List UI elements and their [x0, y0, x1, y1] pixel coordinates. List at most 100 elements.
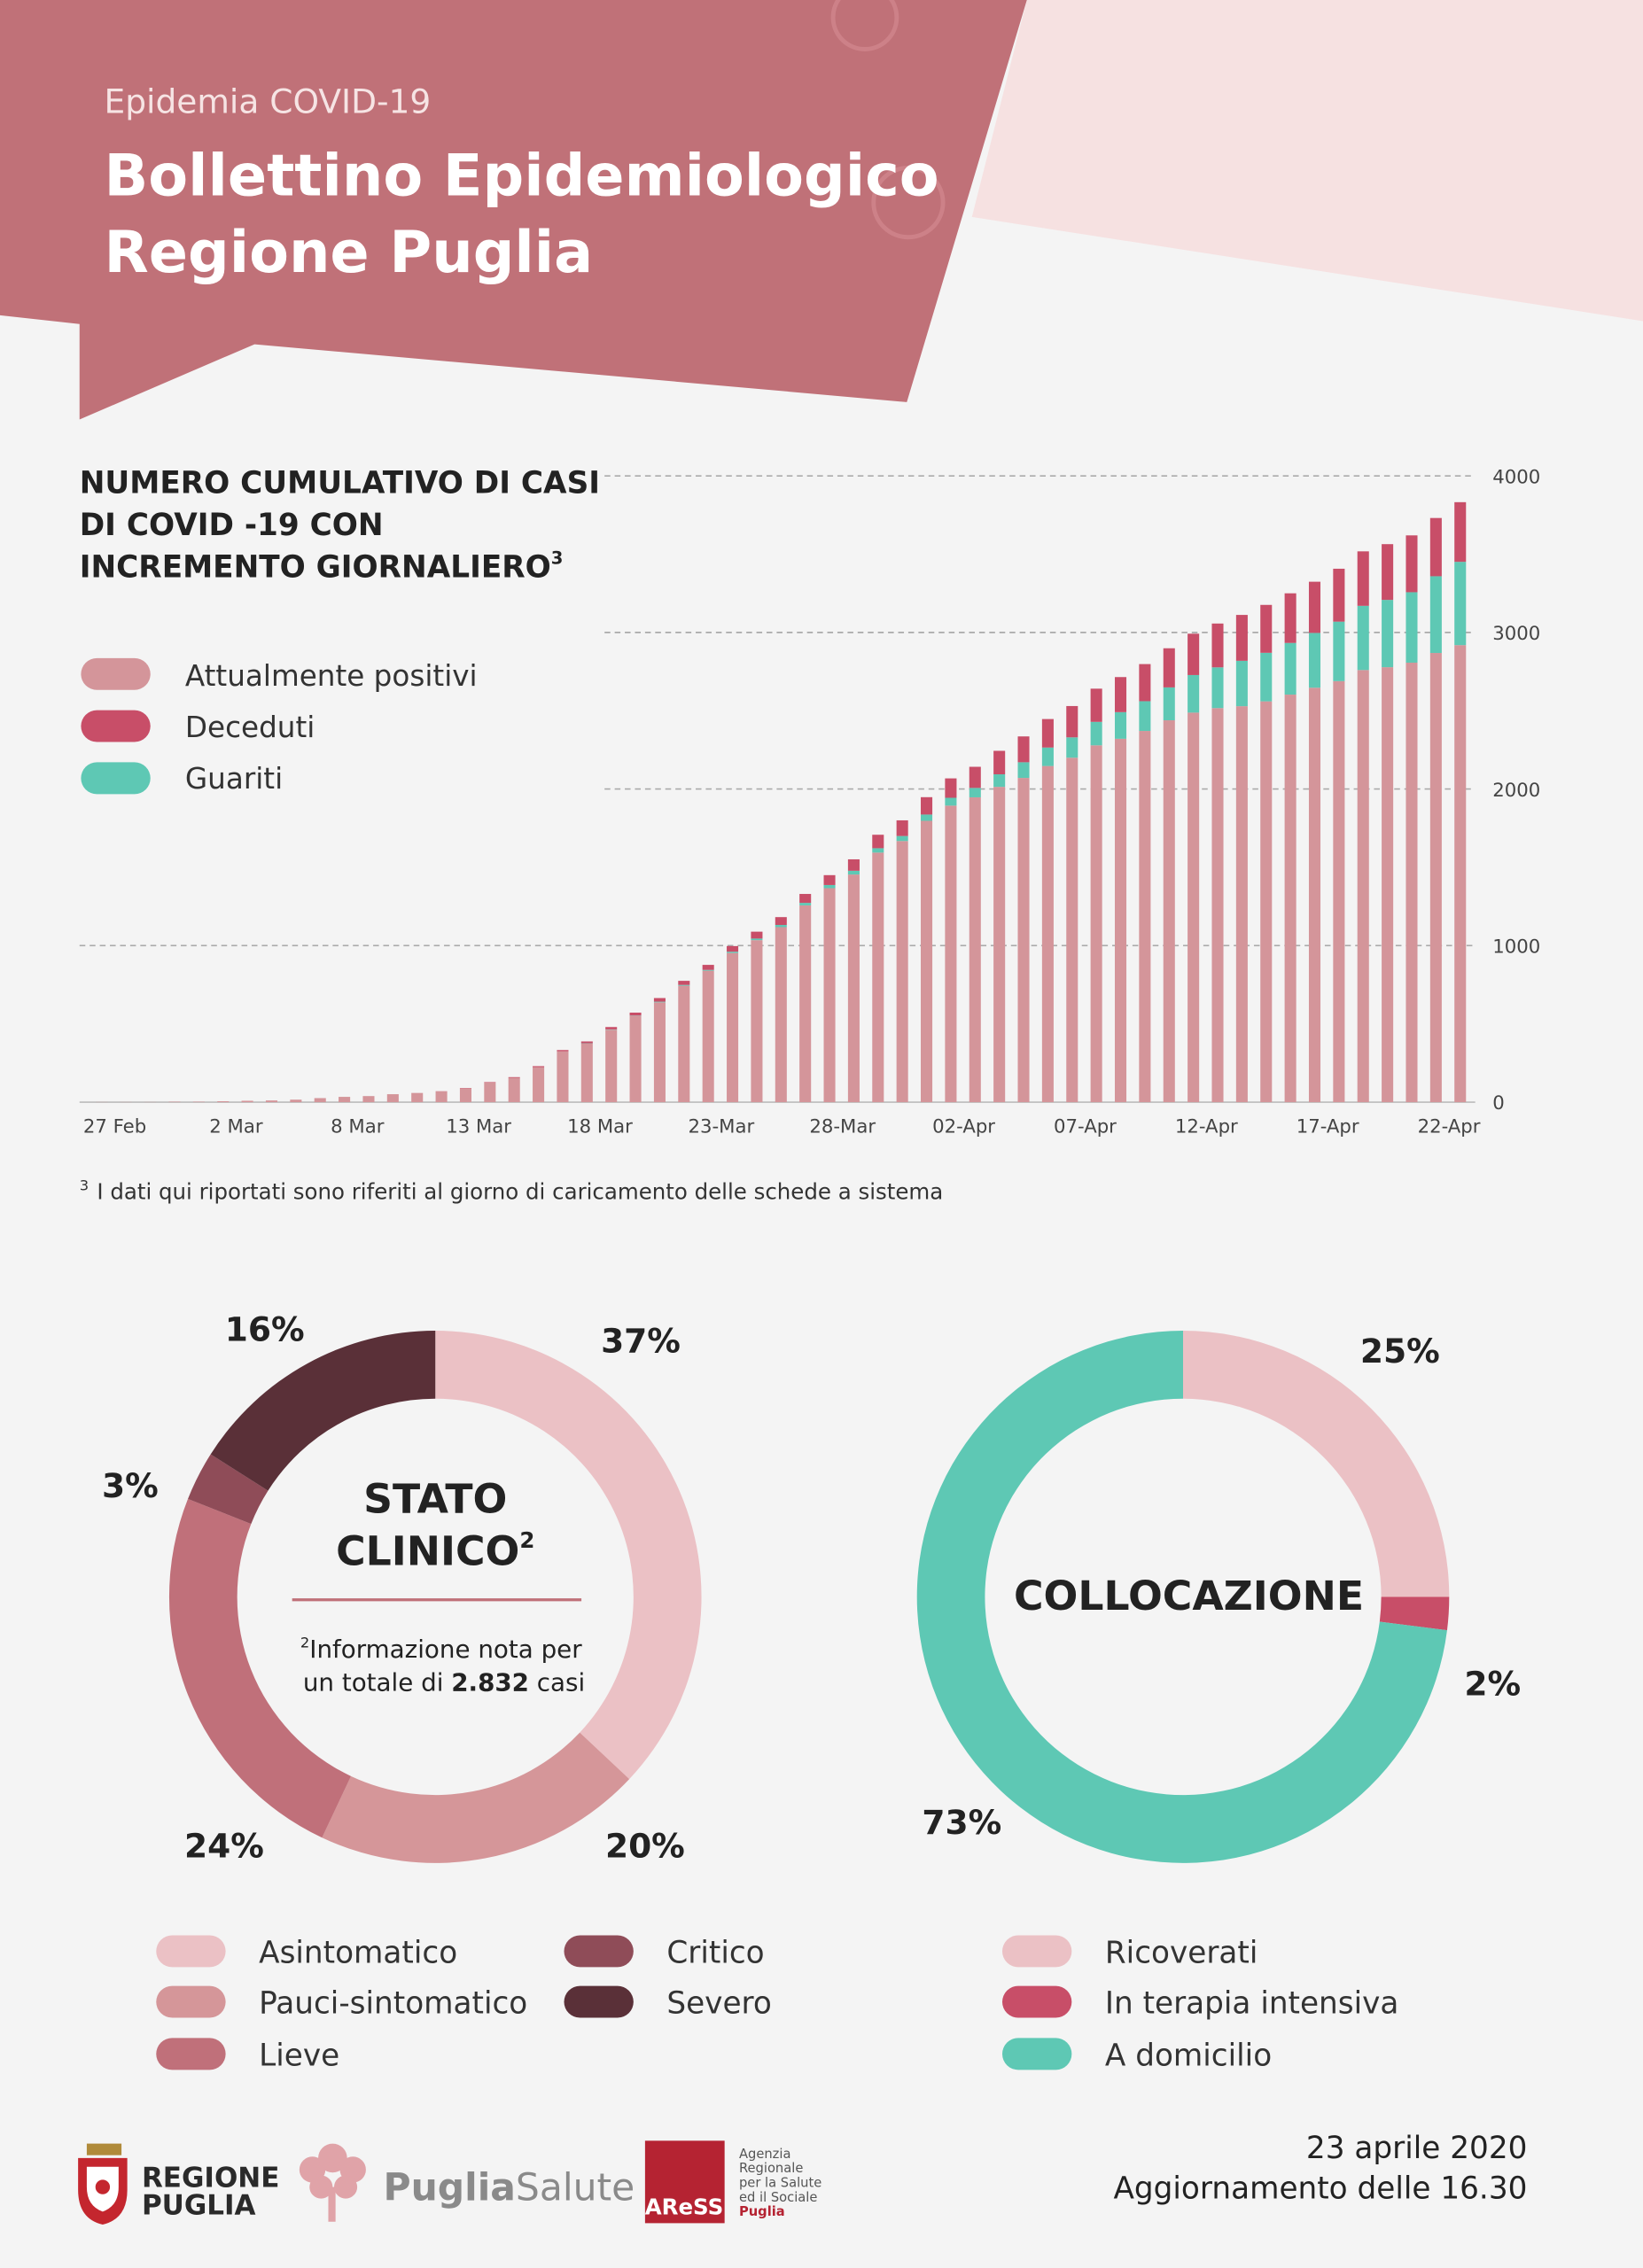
bar-segment	[945, 778, 957, 798]
bar-segment	[799, 894, 812, 904]
y-tick-label: 2000	[1492, 780, 1540, 802]
bar-segment	[1017, 736, 1030, 763]
legend-swatch	[156, 2038, 226, 2070]
bar-segment	[921, 820, 933, 1103]
bar-segment	[411, 1092, 424, 1103]
x-tick-label: 23-Mar	[689, 1115, 755, 1138]
value-label: 73%	[922, 1803, 1001, 1842]
chart-title-note: 3	[551, 548, 564, 569]
donut-note-text: Informazione nota per	[309, 1635, 582, 1664]
donut-note-space	[443, 1668, 451, 1697]
bar-segment	[727, 952, 739, 1103]
footer-brand: PugliaSalute	[383, 2166, 635, 2210]
bar-segment	[629, 1012, 642, 1016]
donut-title: COLLOCAZIONE	[1014, 1573, 1364, 1619]
bar-segment	[168, 1101, 181, 1103]
bar-segment	[1017, 762, 1030, 779]
bar-segment	[896, 819, 908, 836]
donut-segment	[1379, 1596, 1450, 1631]
bar-segment	[1163, 720, 1175, 1103]
bar-segment	[1066, 737, 1078, 758]
donut-title: STATO	[363, 1476, 507, 1523]
donut-note-space	[529, 1668, 537, 1697]
bar-segment	[799, 903, 812, 905]
bar-segment	[1139, 731, 1151, 1103]
bar-segment	[921, 814, 933, 821]
legend-swatch	[81, 657, 151, 690]
bar-segment	[1139, 664, 1151, 702]
agency-name: ed il Sociale	[739, 2190, 817, 2205]
donut-note-text: un totale di	[303, 1668, 444, 1697]
legend-swatch	[1002, 2038, 1072, 2070]
bar-segment	[1284, 642, 1296, 695]
bar-segment	[533, 1067, 545, 1103]
bar-segment	[678, 985, 690, 1103]
bar-segment	[702, 965, 714, 970]
bar-segment	[1163, 687, 1175, 721]
legend-label: A domicilio	[1105, 2038, 1272, 2073]
chart-title: INCREMENTO GIORNALIERO3	[80, 548, 564, 586]
bar-segment	[435, 1091, 448, 1103]
donut-title-line: CLINICO	[336, 1528, 519, 1575]
legend-label: In terapia intensiva	[1105, 1986, 1399, 2022]
legend-label: Asintomatico	[259, 1936, 457, 1971]
bar-segment	[1454, 645, 1467, 1103]
donut-note-unit: casi	[537, 1668, 585, 1697]
donut-title-line: STATO	[363, 1476, 507, 1523]
bar-segment	[993, 787, 1006, 1103]
chart-title: NUMERO CUMULATIVO DI CASI	[80, 466, 600, 501]
donut-note-marker: 2	[300, 1635, 309, 1651]
donut-note-value: 2.832	[451, 1668, 529, 1697]
bar-segment	[1357, 605, 1369, 671]
donut-note: 2Informazione nota per	[300, 1635, 582, 1664]
bar-segment	[847, 870, 860, 875]
x-tick-label: 22-Apr	[1418, 1115, 1481, 1138]
donut-segment	[168, 1498, 352, 1838]
bar-segment	[241, 1100, 253, 1103]
bar-segment	[290, 1099, 302, 1103]
bar-segment	[1429, 653, 1442, 1103]
bar-segment	[1308, 633, 1321, 688]
bar-segment	[508, 1077, 520, 1103]
bar-segment	[1041, 747, 1054, 766]
bar-segment	[1260, 652, 1273, 702]
value-label: 20%	[605, 1826, 685, 1865]
footer-date: 23 aprile 2020	[1306, 2131, 1528, 2166]
bar-segment	[1429, 576, 1442, 654]
bar-segment	[192, 1101, 205, 1103]
bar-segment	[1333, 680, 1345, 1103]
footnote: I dati qui riportati sono riferiti al gi…	[97, 1178, 943, 1204]
bar-segment	[1041, 765, 1054, 1103]
bar-segment	[265, 1100, 278, 1103]
bar-segment	[1235, 706, 1248, 1103]
bar-segment	[1357, 670, 1369, 1103]
bar-segment	[993, 773, 1006, 788]
bar-segment	[1454, 562, 1467, 646]
bar-segment	[1429, 517, 1442, 577]
bar-segment	[580, 1041, 593, 1044]
header-banner	[0, 0, 1027, 420]
bar-segment	[1114, 738, 1127, 1103]
bar-segment	[314, 1098, 326, 1103]
x-tick-label: 17-Apr	[1296, 1115, 1359, 1138]
header-band	[971, 0, 1643, 322]
agency-name: Regionale	[739, 2161, 803, 2176]
bar-segment	[1235, 615, 1248, 661]
bar-segment	[751, 940, 763, 1103]
bar-segment	[1454, 501, 1467, 563]
bar-segment	[751, 931, 763, 939]
bar-segment	[1308, 581, 1321, 633]
bar-segment	[1187, 633, 1200, 675]
bar-segment	[727, 951, 739, 953]
legend-swatch	[81, 762, 151, 795]
bar-segment	[872, 848, 884, 853]
bar-segment	[823, 888, 836, 1103]
bar-segment	[508, 1076, 520, 1078]
bar-segment	[1333, 621, 1345, 681]
y-tick-label: 1000	[1492, 936, 1540, 959]
legend-label: Ricoverati	[1105, 1936, 1258, 1971]
bar-segment	[1114, 677, 1127, 712]
bar-segment	[533, 1066, 545, 1068]
bar-segment	[1284, 593, 1296, 643]
donut-segment	[188, 1454, 269, 1525]
